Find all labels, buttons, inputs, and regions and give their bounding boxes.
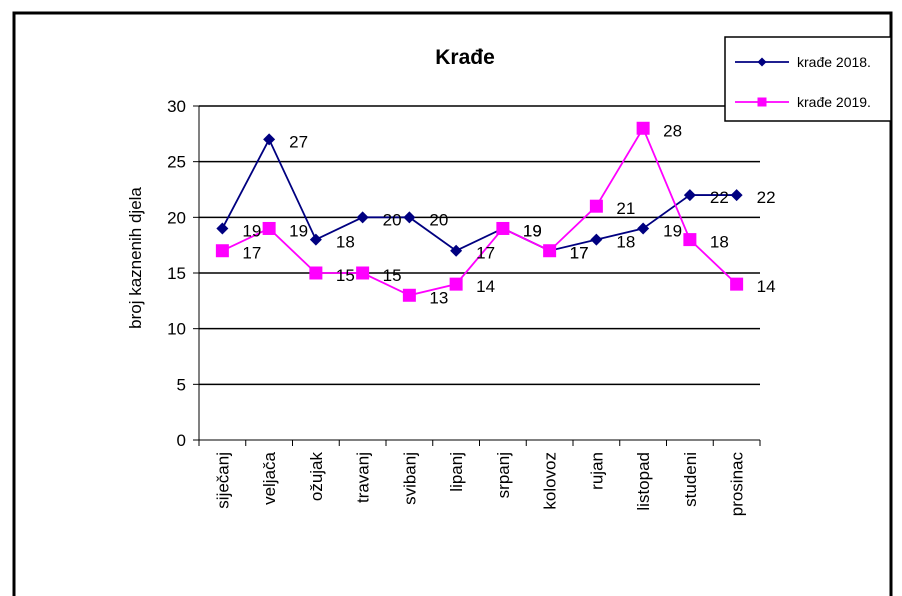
- series-line: [221, 126, 738, 297]
- data-point: [215, 244, 229, 258]
- data-point: [450, 244, 463, 257]
- data-point: [356, 211, 369, 224]
- series-layer: [215, 121, 744, 302]
- legend-label: krađe 2019.: [797, 94, 871, 110]
- data-point: [309, 266, 323, 280]
- data-label: 20: [429, 210, 448, 229]
- chart-title: Krađe: [435, 46, 495, 69]
- data-label: 15: [336, 266, 355, 285]
- data-label: 15: [383, 266, 402, 285]
- data-point: [262, 221, 276, 235]
- x-tick-label: travanj: [354, 452, 373, 503]
- y-tick-label: 25: [167, 153, 186, 172]
- data-point: [730, 277, 744, 291]
- y-tick-label: 10: [167, 320, 186, 339]
- data-point: [356, 266, 370, 280]
- data-label: 19: [523, 221, 542, 240]
- data-point: [402, 288, 416, 302]
- chart-border: [12, 11, 893, 596]
- data-label: 17: [476, 244, 495, 263]
- data-label: 28: [663, 121, 682, 140]
- x-tick-label: siječanj: [213, 452, 232, 509]
- x-tick-label: listopad: [634, 452, 653, 511]
- x-tick-label: svibanj: [400, 452, 419, 505]
- y-tick-label: 5: [177, 375, 186, 394]
- data-point: [449, 277, 463, 291]
- data-label: 20: [383, 210, 402, 229]
- data-label: 19: [663, 221, 682, 240]
- data-label: 14: [476, 277, 495, 296]
- x-tick-label: kolovoz: [541, 452, 560, 510]
- data-point: [683, 233, 697, 247]
- data-label: 27: [289, 132, 308, 151]
- data-label: 18: [710, 233, 729, 252]
- x-tick-label: ožujak: [307, 452, 326, 502]
- data-label: 18: [336, 233, 355, 252]
- x-tick-label: studeni: [681, 452, 700, 507]
- series-line: [221, 137, 737, 252]
- data-point: [637, 222, 650, 235]
- data-point: [309, 233, 322, 246]
- data-label: 19: [289, 221, 308, 240]
- legend-box: [724, 36, 892, 122]
- x-tick-label: srpanj: [494, 452, 513, 498]
- data-point: [263, 133, 276, 146]
- data-label: 19: [523, 221, 542, 240]
- data-label: 17: [242, 244, 261, 263]
- data-label: 22: [710, 188, 729, 207]
- y-tick-label: 15: [167, 264, 186, 283]
- legend-marker: [757, 97, 767, 107]
- y-axis-label: broj kaznenih djela: [126, 187, 145, 329]
- data-label: 17: [570, 244, 589, 263]
- x-tick-label: rujan: [587, 452, 606, 490]
- data-label: 22: [757, 188, 776, 207]
- data-point: [730, 189, 743, 202]
- data-label: 13: [429, 288, 448, 307]
- data-point: [543, 244, 557, 258]
- x-tick-label: prosinac: [728, 452, 747, 517]
- legend-label: krađe 2018.: [797, 54, 871, 70]
- x-axis-ticks: siječanj veljača ožujak travanj svibanj lipan…: [198, 440, 761, 517]
- data-point: [683, 189, 696, 202]
- y-tick-label: 30: [167, 97, 186, 116]
- legend-items: krađe 2018. krađe 2019.: [735, 54, 871, 110]
- y-axis-ticks: 0 5 10 15 20 25 30: [167, 97, 199, 450]
- data-label: 19: [242, 221, 261, 240]
- data-point: [636, 121, 650, 135]
- x-tick-label: lipanj: [447, 452, 466, 492]
- gridlines: [199, 105, 760, 386]
- y-tick-label: 0: [177, 431, 186, 450]
- data-point: [403, 211, 416, 224]
- legend: krađe 2018. krađe 2019.: [724, 36, 892, 122]
- y-tick-label: 20: [167, 208, 186, 227]
- data-point: [590, 233, 603, 246]
- x-tick-label: veljača: [260, 451, 279, 504]
- data-point: [496, 221, 510, 235]
- data-label: 18: [616, 233, 635, 252]
- data-label: 14: [757, 277, 776, 296]
- data-label: 17: [570, 244, 589, 263]
- data-point: [216, 222, 229, 235]
- legend-marker: [757, 57, 767, 67]
- data-point: [589, 199, 603, 213]
- data-label: 21: [616, 199, 635, 218]
